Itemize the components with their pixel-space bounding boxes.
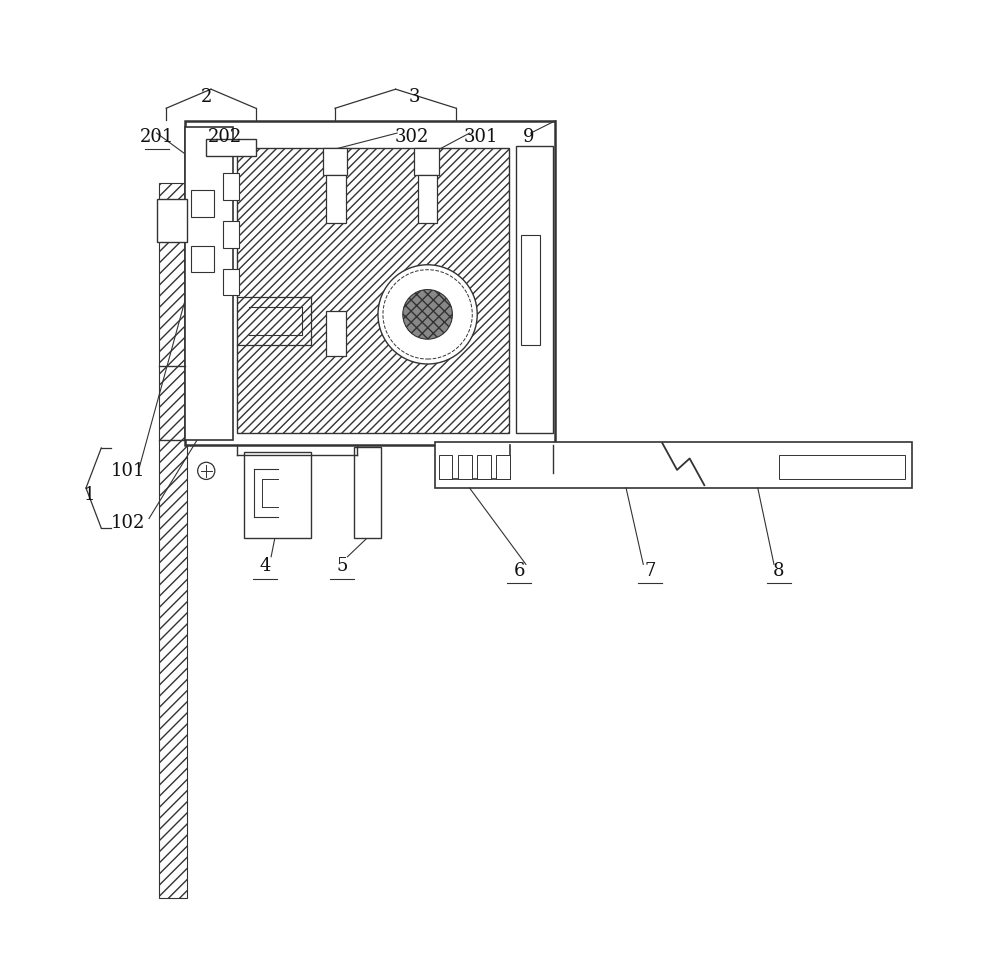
Text: 201: 201 bbox=[140, 128, 173, 145]
Bar bbox=[435, 442, 912, 488]
Bar bbox=[185, 121, 556, 445]
Text: 302: 302 bbox=[394, 128, 428, 145]
Bar bbox=[159, 183, 187, 899]
Text: 101: 101 bbox=[110, 462, 145, 479]
Text: 9: 9 bbox=[523, 128, 535, 145]
Circle shape bbox=[378, 265, 477, 364]
Bar bbox=[516, 146, 553, 433]
Circle shape bbox=[198, 462, 215, 479]
Bar bbox=[496, 455, 509, 478]
Text: 3: 3 bbox=[409, 88, 420, 106]
Text: 5: 5 bbox=[336, 557, 348, 575]
Bar bbox=[157, 199, 187, 242]
Text: 102: 102 bbox=[110, 514, 145, 532]
Text: 6: 6 bbox=[513, 562, 525, 580]
Text: 202: 202 bbox=[208, 128, 242, 145]
Bar bbox=[458, 455, 472, 478]
Bar bbox=[521, 235, 540, 345]
Bar bbox=[326, 311, 346, 356]
Bar bbox=[415, 148, 439, 175]
Bar bbox=[224, 221, 238, 248]
Bar bbox=[323, 148, 348, 175]
Bar bbox=[477, 455, 491, 478]
Text: 301: 301 bbox=[464, 128, 498, 145]
Text: 7: 7 bbox=[644, 562, 656, 580]
Bar bbox=[206, 139, 256, 156]
Text: 4: 4 bbox=[260, 557, 271, 575]
Bar bbox=[355, 447, 381, 538]
Circle shape bbox=[403, 290, 452, 339]
Bar bbox=[191, 190, 214, 217]
Bar bbox=[326, 175, 346, 223]
Text: 1: 1 bbox=[84, 486, 96, 503]
Text: 8: 8 bbox=[773, 562, 784, 580]
Bar bbox=[224, 269, 238, 296]
Text: 2: 2 bbox=[201, 88, 212, 106]
Bar bbox=[244, 452, 311, 538]
Bar bbox=[439, 455, 452, 478]
Bar bbox=[236, 148, 508, 433]
Bar bbox=[191, 246, 214, 273]
Bar bbox=[418, 311, 437, 356]
Bar bbox=[418, 175, 437, 223]
Bar bbox=[224, 173, 238, 200]
Bar bbox=[185, 127, 232, 440]
Bar bbox=[779, 455, 905, 478]
